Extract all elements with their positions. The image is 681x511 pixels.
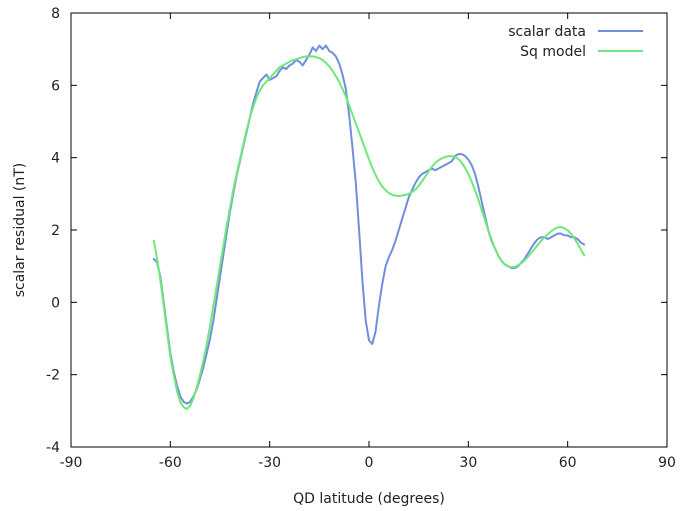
x-axis-label: QD latitude (degrees) [293,491,445,507]
series-line-1 [152,55,586,410]
legend-label-1: Sq model [520,44,586,60]
legend: scalar data Sq model [508,24,643,60]
x-tick-label: -30 [258,455,281,471]
series-layer [152,44,586,410]
x-tick-label: 90 [658,455,676,471]
y-tick-label: 0 [51,295,60,311]
y-tick-label: 6 [51,78,60,94]
x-tick-label: 60 [559,455,577,471]
x-tick-label: -90 [60,455,83,471]
y-axis-label: scalar residual (nT) [12,163,28,298]
y-tick-label: -4 [46,440,60,456]
y-tick-label: 8 [51,6,60,22]
x-tick-label: 0 [365,455,374,471]
y-tick-label: -2 [46,368,60,384]
series-line-0 [152,44,586,405]
plot-frame [70,12,668,448]
x-tick-label: 30 [459,455,477,471]
y-tick-label: 2 [51,223,60,239]
x-tick-label: -60 [159,455,182,471]
axis-ticks: -90 -60 -30 0 30 60 90 -4 -2 0 2 4 6 8 [46,6,676,471]
y-tick-label: 4 [51,151,60,167]
legend-label-0: scalar data [508,24,586,40]
